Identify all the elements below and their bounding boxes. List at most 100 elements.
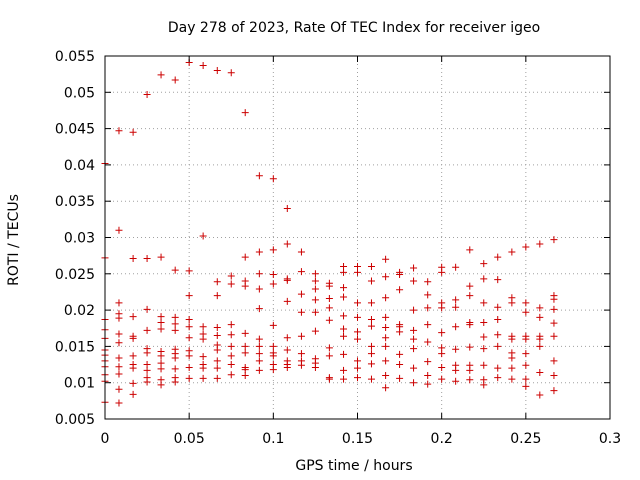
x-tick-labels: 0 0.05 0.1 0.15 0.2 0.25 0.3 (101, 431, 622, 447)
data-point (143, 326, 151, 334)
data-point (522, 299, 530, 307)
data-point (410, 379, 418, 387)
data-point (227, 371, 235, 379)
data-point (241, 342, 249, 350)
data-point (255, 248, 263, 256)
y-tick-label: 0.04 (64, 158, 95, 174)
x-tick-label: 0.2 (431, 431, 453, 447)
data-point (227, 69, 235, 77)
data-point (269, 246, 277, 254)
data-point (396, 374, 404, 382)
data-point (452, 366, 460, 374)
data-point (241, 349, 249, 357)
data-point (536, 391, 544, 399)
data-point (340, 268, 348, 276)
data-point (199, 61, 207, 69)
y-tick-label: 0.055 (55, 49, 95, 65)
data-point (452, 377, 460, 385)
data-point (508, 354, 516, 362)
data-point (340, 284, 348, 292)
data-point (452, 323, 460, 331)
data-point (115, 127, 123, 135)
data-point (157, 71, 165, 79)
data-point (157, 318, 165, 326)
data-point (325, 294, 333, 302)
data-point (297, 332, 305, 340)
data-point (297, 361, 305, 369)
data-point (311, 363, 319, 371)
data-point (199, 323, 207, 331)
data-point (382, 273, 390, 281)
data-point (129, 313, 137, 321)
data-point (171, 320, 179, 328)
data-point (115, 314, 123, 322)
data-point (340, 325, 348, 333)
data-point (424, 371, 432, 379)
data-point (396, 361, 404, 369)
data-point (354, 268, 361, 276)
data-point (115, 370, 123, 378)
data-point (115, 226, 123, 234)
data-point (508, 335, 516, 343)
data-point (410, 264, 418, 272)
data-point (269, 366, 277, 374)
data-point (340, 293, 348, 301)
data-point (550, 387, 558, 395)
data-point (115, 299, 123, 307)
data-point (241, 253, 249, 261)
data-point (157, 365, 165, 373)
data-point (255, 335, 263, 343)
data-point (171, 378, 179, 386)
data-point (382, 324, 390, 332)
data-point (185, 292, 193, 300)
data-point (367, 342, 375, 350)
data-point (143, 305, 151, 313)
data-point (143, 349, 151, 357)
data-point (382, 255, 390, 263)
data-point (185, 316, 193, 324)
data-point (522, 382, 530, 390)
data-point (550, 332, 558, 340)
data-point (494, 374, 502, 382)
data-point (410, 277, 418, 285)
x-tick-label: 0.05 (174, 431, 205, 447)
data-point (185, 267, 193, 275)
data-point (213, 278, 221, 286)
data-point (438, 304, 446, 312)
data-point (283, 297, 291, 305)
data-point (115, 385, 123, 393)
data-point (115, 399, 123, 407)
data-point (157, 253, 165, 261)
data-point (494, 364, 502, 372)
data-point (396, 286, 404, 294)
data-point (213, 332, 221, 340)
data-point (185, 334, 193, 342)
data-point (508, 248, 516, 256)
data-point (213, 357, 221, 365)
data-point (311, 277, 319, 285)
data-point (115, 354, 123, 362)
data-point (480, 361, 488, 369)
data-point (241, 329, 249, 337)
data-point (199, 374, 207, 382)
data-point (410, 335, 418, 343)
data-point (480, 318, 488, 326)
data-point (213, 324, 221, 332)
data-point (466, 292, 474, 300)
data-point (255, 172, 263, 180)
data-point (283, 363, 291, 371)
data-point (283, 204, 291, 212)
data-point (424, 358, 432, 366)
x-tick-label: 0.25 (510, 431, 541, 447)
data-point (550, 357, 558, 365)
data-point (424, 291, 432, 299)
data-point (340, 366, 348, 374)
x-tick-label: 0.1 (262, 431, 284, 447)
data-point (115, 339, 123, 347)
data-point (550, 305, 558, 313)
y-tick-label: 0.015 (55, 339, 95, 355)
data-point (382, 294, 390, 302)
y-tick-label: 0.05 (64, 85, 95, 101)
data-point (325, 344, 333, 352)
data-point (410, 306, 418, 314)
